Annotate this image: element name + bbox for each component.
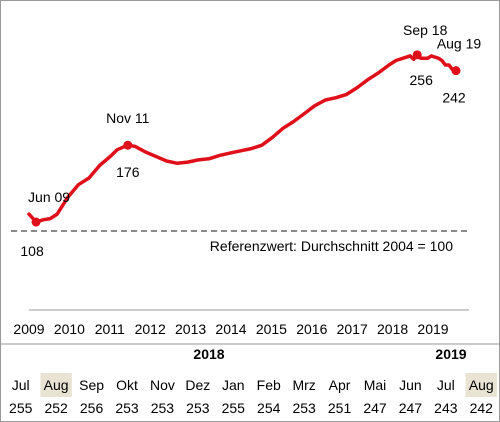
annotation-date-0: Jun 09 [28,189,70,205]
annotation-value-0: 108 [20,243,44,259]
x-axis: 2009 2010 2011 2012 2013 2014 2015 2016 2017 2018… [13,309,469,337]
x-tick-label: 2013 [175,321,206,337]
table-year-right: 2019 [435,346,466,362]
table-month: Aug [44,377,69,393]
x-tick-label: 2019 [417,321,448,337]
annotations: Jun 09 108 Nov 11 176 Sep 18 256 Aug 19 242 [20,22,481,259]
table-month: Jan [222,377,245,393]
annotation-date-2: Sep 18 [403,22,448,38]
annotation-value-2: 256 [410,72,434,88]
table-value: 253 [115,400,139,416]
annotation-value-1: 176 [116,164,140,180]
table-month: Feb [257,377,281,393]
highlight-point-2 [412,50,422,60]
table-value: 252 [44,400,68,416]
annotation-date-1: Nov 11 [106,110,150,126]
series-line-group [27,53,458,224]
table-highlight-cell [40,373,72,397]
highlight-points [31,50,461,227]
series-line-0 [27,53,458,224]
table-month: Jun [399,377,422,393]
table-value: 254 [257,400,281,416]
table-value: 247 [399,400,423,416]
x-tick-label: 2018 [377,321,408,337]
x-tick-label: 2011 [95,321,125,337]
data-table: 2018 2019 Jul 255 Aug 252 Sep 256 Okt 253 Nov 253 De… [1,343,499,416]
table-value: 253 [186,400,210,416]
table-value: 247 [363,400,387,416]
x-tick-label: 2014 [215,321,246,337]
table-value: 256 [80,400,104,416]
table-value: 255 [222,400,246,416]
table-month: Apr [329,377,351,393]
highlight-point-1 [123,140,133,150]
x-tick-label: 2012 [135,321,166,337]
table-month: Nov [150,377,175,393]
reference-line-group: Referenzwert: Durchschnitt 2004 = 100 [11,230,469,254]
table-month: Mrz [292,377,315,393]
table-month: Okt [116,377,138,393]
annotation-date-3: Aug 19 [437,36,482,52]
reference-label: Referenzwert: Durchschnitt 2004 = 100 [210,238,453,254]
table-year-left: 2018 [193,346,224,362]
table-month: Jul [12,377,30,393]
x-tick-label: 2009 [13,321,44,337]
x-tick-label: 2016 [296,321,327,337]
table-value: 242 [470,400,494,416]
x-tick-label: 2010 [54,321,85,337]
highlight-point-0 [31,217,41,227]
table-value: 253 [151,400,175,416]
table-month: Aug [469,377,494,393]
table-value: 243 [434,400,458,416]
table-highlight-cell [465,373,497,397]
x-tick-label: 2017 [337,321,368,337]
table-month: Sep [79,377,104,393]
table-month: Jul [437,377,455,393]
table-value: 251 [328,400,352,416]
table-value: 253 [292,400,316,416]
annotation-value-3: 242 [442,90,466,106]
table-value: 255 [9,400,33,416]
table-month: Dez [185,377,210,393]
highlight-point-3 [451,66,461,76]
table-month: Mai [364,377,387,393]
x-tick-label: 2015 [256,321,287,337]
